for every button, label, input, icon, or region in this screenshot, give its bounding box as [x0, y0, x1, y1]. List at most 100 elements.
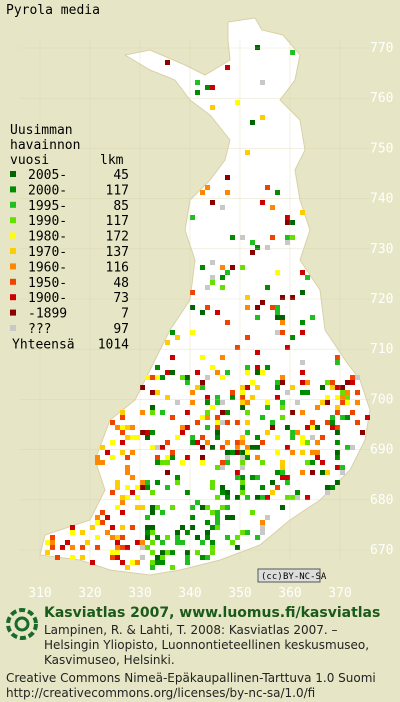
square: [140, 430, 145, 435]
square: [235, 345, 240, 350]
square: [290, 450, 295, 455]
square: [155, 535, 160, 540]
square: [195, 80, 200, 85]
square: [215, 415, 220, 420]
square: [260, 200, 265, 205]
square: [165, 395, 170, 400]
square: [185, 560, 190, 565]
logo-core: [14, 616, 30, 632]
square: [335, 455, 340, 460]
square: [120, 410, 125, 415]
square: [155, 365, 160, 370]
square: [190, 525, 195, 530]
logo: [6, 608, 38, 640]
square: [285, 445, 290, 450]
square: [95, 515, 100, 520]
square: [305, 440, 310, 445]
square: [165, 460, 170, 465]
square: [150, 540, 155, 545]
square: [255, 455, 260, 460]
square: [360, 430, 365, 435]
square: [260, 370, 265, 375]
square: [140, 540, 145, 545]
square: [195, 385, 200, 390]
square: [210, 525, 215, 530]
square: [150, 410, 155, 415]
square: [225, 410, 230, 415]
square: [50, 540, 55, 545]
square: [160, 375, 165, 380]
square: [230, 390, 235, 395]
x-label: 370: [328, 586, 351, 601]
square: [165, 440, 170, 445]
square: [215, 465, 220, 470]
square: [285, 345, 290, 350]
square: [165, 370, 170, 375]
square: [245, 365, 250, 370]
total-count: 1014: [98, 337, 129, 352]
square: [85, 540, 90, 545]
square: [225, 370, 230, 375]
legend-label: 1990-: [28, 214, 67, 229]
square: [220, 420, 225, 425]
y-label: 710: [370, 342, 393, 357]
square: [220, 485, 225, 490]
square: [180, 430, 185, 435]
square: [320, 435, 325, 440]
square: [150, 505, 155, 510]
square: [280, 470, 285, 475]
square: [345, 390, 350, 395]
badge-text: BY-NC-SA: [283, 572, 327, 582]
square: [325, 400, 330, 405]
square: [175, 400, 180, 405]
square: [205, 535, 210, 540]
legend-heading: havainnon: [10, 138, 80, 153]
square: [280, 405, 285, 410]
square: [220, 355, 225, 360]
square: [155, 480, 160, 485]
square: [215, 495, 220, 500]
square: [160, 555, 165, 560]
square: [220, 400, 225, 405]
square: [200, 380, 205, 385]
square: [105, 530, 110, 535]
legend-swatch: [10, 278, 16, 285]
square: [215, 395, 220, 400]
square: [290, 435, 295, 440]
square: [110, 440, 115, 445]
legend-swatch: [10, 201, 16, 208]
square: [100, 445, 105, 450]
square: [225, 460, 230, 465]
square: [310, 435, 315, 440]
square: [285, 235, 290, 240]
square: [245, 385, 250, 390]
species-title: Pyrola media: [6, 3, 100, 18]
square: [145, 545, 150, 550]
square: [285, 240, 290, 245]
square: [130, 435, 135, 440]
square: [155, 445, 160, 450]
square: [310, 315, 315, 320]
square: [340, 390, 345, 395]
square: [145, 375, 150, 380]
square: [275, 305, 280, 310]
square: [270, 425, 275, 430]
square: [185, 410, 190, 415]
square: [255, 495, 260, 500]
square: [210, 485, 215, 490]
square: [280, 460, 285, 465]
square: [210, 510, 215, 515]
square: [335, 430, 340, 435]
square: [225, 175, 230, 180]
square: [225, 515, 230, 520]
axis-labels: 310 320 330 340 350 360 370 770 760 750 740 730 720 7…: [28, 41, 393, 601]
square: [255, 475, 260, 480]
square: [115, 555, 120, 560]
square: [345, 395, 350, 400]
y-label: 770: [370, 41, 393, 56]
square: [170, 355, 175, 360]
legend-count: 97: [113, 322, 129, 337]
square: [305, 495, 310, 500]
square: [280, 465, 285, 470]
